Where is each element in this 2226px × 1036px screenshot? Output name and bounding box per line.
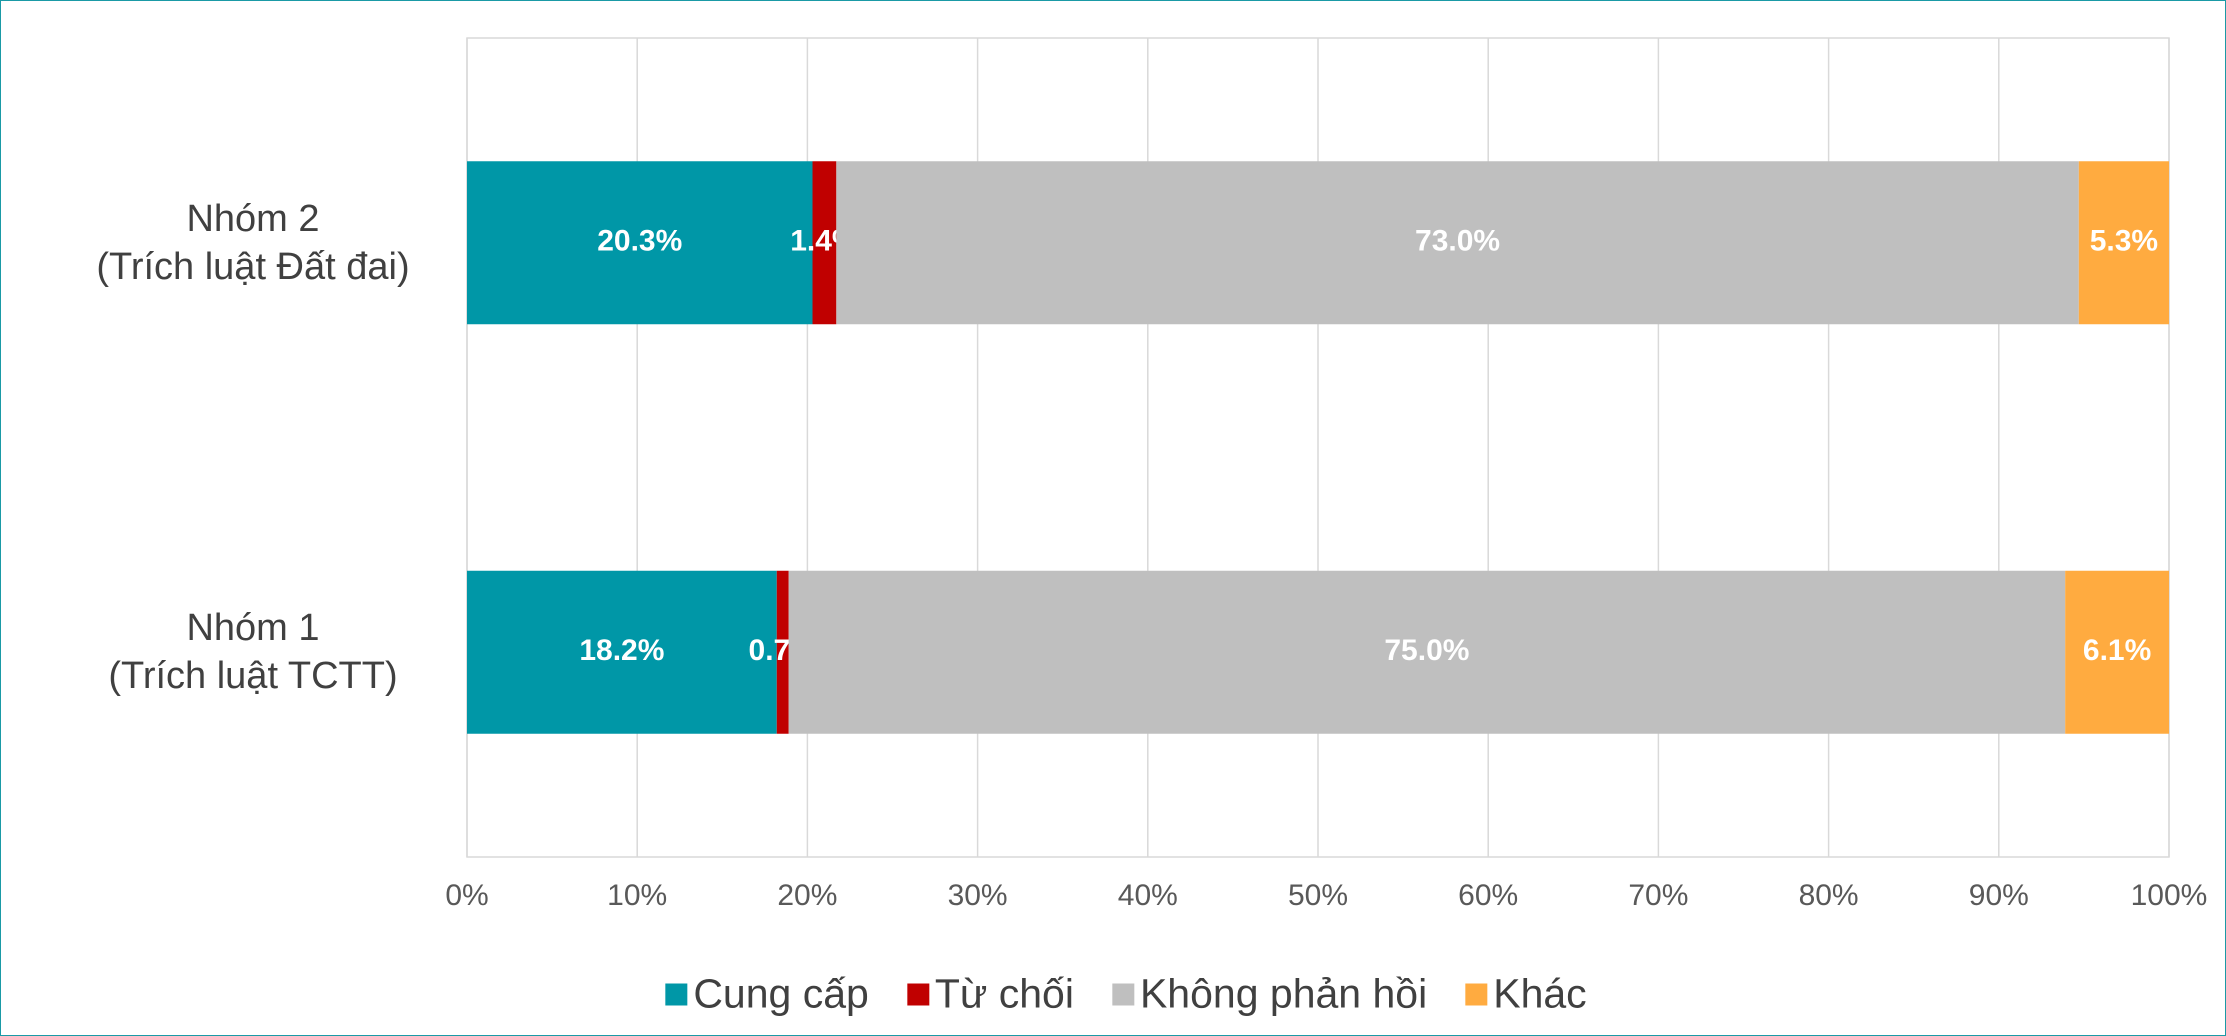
category-label: Nhóm 1 (Trích luật TCTT) (108, 607, 398, 698)
legend-item: Từ chối (906, 970, 1074, 1018)
legend-label: Từ chối (934, 970, 1074, 1017)
data-label: 20.3% (597, 225, 682, 258)
bar-segment (836, 161, 2079, 325)
legend: Cung cấp Từ chối Không phản hồi Khác (665, 970, 1587, 1018)
legend-item: Không phản hồi (1111, 970, 1428, 1018)
x-tick-label: 0% (445, 879, 488, 912)
legend-label: Cung cấp (693, 970, 869, 1017)
x-tick-label: 80% (1799, 879, 1859, 912)
legend-item: Cung cấp (665, 971, 869, 1018)
x-tick-label: 40% (1118, 879, 1178, 912)
bar-segment (2065, 570, 2169, 734)
legend-swatch (1465, 983, 1488, 1005)
bar-segment (812, 161, 837, 325)
data-label: 6.1% (2083, 634, 2151, 667)
x-tick-label: 100% (2131, 879, 2208, 912)
bar-segment (467, 570, 777, 734)
bar-segment (788, 570, 2066, 734)
legend-swatch (906, 983, 929, 1005)
legend-item: Khác (1465, 970, 1587, 1018)
data-label: 18.2% (579, 634, 664, 667)
x-tick-label: 60% (1458, 879, 1518, 912)
bar-segment (776, 570, 789, 734)
category-label: Nhóm 2 (Trích luật Đất đai) (96, 197, 410, 288)
data-label: 75.0% (1384, 634, 1469, 667)
bar-segment (467, 161, 813, 325)
x-tick-label: 10% (607, 879, 667, 912)
x-tick-label: 90% (1969, 879, 2029, 912)
data-label: 5.3% (2090, 225, 2158, 258)
x-tick-label: 50% (1288, 879, 1348, 912)
legend-label: Khác (1493, 970, 1587, 1017)
bar-segment (2078, 161, 2169, 325)
x-tick-label: 20% (777, 879, 837, 912)
legend-swatch (665, 983, 688, 1005)
data-label: 73.0% (1415, 225, 1500, 258)
legend-label: Không phản hồi (1139, 970, 1428, 1017)
legend-swatch (1111, 983, 1134, 1005)
x-tick-label: 30% (948, 879, 1008, 912)
x-tick-label: 70% (1628, 879, 1688, 912)
